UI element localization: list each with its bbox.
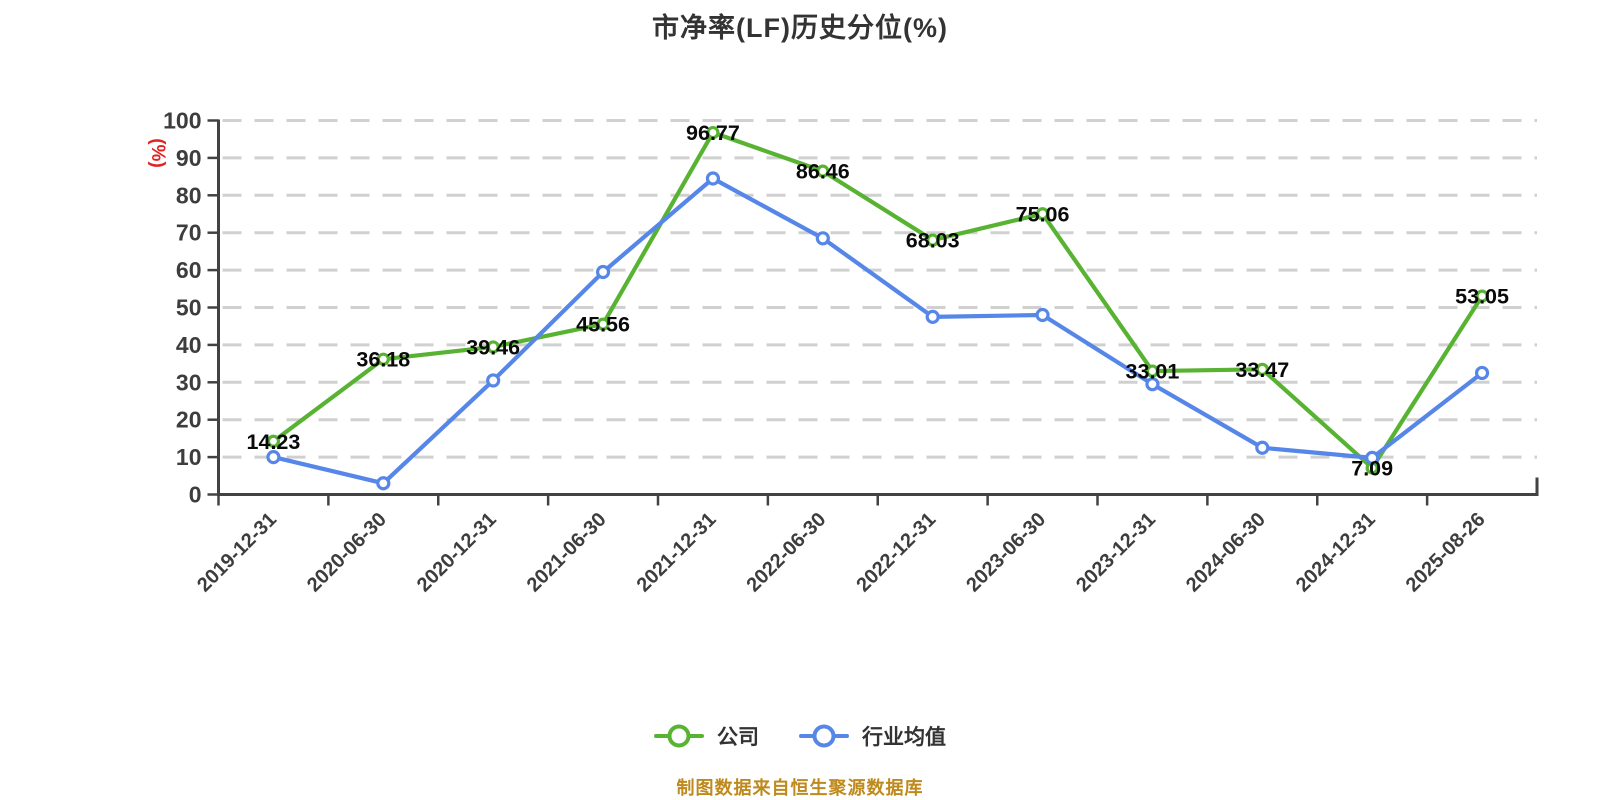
series-line xyxy=(271,176,1485,486)
data-point-marker[interactable] xyxy=(596,317,610,331)
data-point-marker[interactable] xyxy=(1475,289,1489,303)
data-point-marker[interactable] xyxy=(1035,307,1050,323)
y-axis-labels: 0 10 20 30 40 50 60 70 80 90 100 xyxy=(163,108,201,508)
data-point-label: 75.06 xyxy=(1016,202,1070,226)
data-point-label: 39.46 xyxy=(466,335,520,359)
x-axis-tick-label: 2022-12-31 xyxy=(852,508,940,596)
legend-item-company[interactable]: 公司 xyxy=(654,721,759,751)
x-axis-tick-label: 2020-06-30 xyxy=(303,508,391,596)
data-point-marker[interactable] xyxy=(486,340,500,354)
x-axis-tick-label: 2024-06-30 xyxy=(1182,508,1270,596)
industry-series-marker-icon xyxy=(799,724,849,748)
data-point-marker[interactable] xyxy=(486,373,501,388)
data-point-marker[interactable] xyxy=(925,309,940,324)
data-point-label: 7.09 xyxy=(1351,456,1393,480)
axis-ticks xyxy=(207,119,1429,506)
x-axis-labels: 2019-12-31 2020-06-30 2020-12-31 2021-06-30… xyxy=(193,508,1490,596)
data-point-label: 14.23 xyxy=(247,430,301,454)
data-point-label: 96.77 xyxy=(686,121,740,145)
y-axis-tick-label: 60 xyxy=(176,257,202,283)
line-chart-plot: 0 10 20 30 40 50 60 70 80 90 100 2019-12-31 2020-06-… xyxy=(163,108,1539,596)
y-axis-tick-label: 20 xyxy=(176,407,202,433)
data-point-marker[interactable] xyxy=(1255,440,1270,455)
data-point-label: 45.56 xyxy=(576,313,630,337)
series-industry-average xyxy=(266,171,1490,491)
data-point-label: 68.03 xyxy=(906,229,960,253)
x-axis-tick-label: 2023-06-30 xyxy=(962,508,1050,596)
data-point-label: 36.18 xyxy=(356,348,410,372)
y-axis-tick-label: 40 xyxy=(176,332,202,358)
data-source-note: 制图数据来自恒生聚源数据库 xyxy=(676,778,924,798)
data-point-label: 53.05 xyxy=(1455,285,1509,309)
data-point-marker[interactable] xyxy=(1145,364,1160,378)
x-axis-tick-label: 2021-06-30 xyxy=(523,508,611,596)
y-axis-tick-label: 70 xyxy=(176,220,202,246)
data-point-marker[interactable] xyxy=(926,233,940,247)
y-axis-tick-label: 50 xyxy=(176,295,202,321)
gridlines xyxy=(222,119,1537,459)
data-point-label: 33.01 xyxy=(1126,360,1180,384)
y-axis-tick-label: 30 xyxy=(176,369,202,395)
x-axis-tick-label: 2023-12-31 xyxy=(1072,508,1160,596)
data-point-marker[interactable] xyxy=(1474,365,1490,381)
data-point-marker[interactable] xyxy=(815,231,830,246)
x-axis-tick-label: 2021-12-31 xyxy=(633,508,721,596)
y-axis-tick-label: 80 xyxy=(176,182,202,208)
legend-item-industry-average[interactable]: 行业均值 xyxy=(799,721,946,751)
company-series-marker-icon xyxy=(654,724,704,748)
chart-title: 市净率(LF)历史分位(%) xyxy=(652,13,948,43)
data-point-marker[interactable] xyxy=(706,125,720,140)
x-axis-tick-label: 2024-12-31 xyxy=(1292,508,1380,596)
legend-label-industry-average: 行业均值 xyxy=(862,726,946,749)
data-point-marker[interactable] xyxy=(376,352,390,366)
x-axis-tick-label: 2019-12-31 xyxy=(193,508,281,596)
data-point-marker[interactable] xyxy=(376,476,391,491)
data-point-marker[interactable] xyxy=(1365,450,1380,465)
y-axis-tick-label: 0 xyxy=(189,482,202,508)
series-line xyxy=(271,130,1485,471)
data-point-marker[interactable] xyxy=(266,434,281,448)
legend: 公司 行业均值 xyxy=(0,716,1600,756)
x-axis-tick-label: 2022-06-30 xyxy=(742,508,830,596)
series-company xyxy=(266,125,1489,475)
data-point-marker[interactable] xyxy=(1145,377,1160,392)
data-point-label: 86.46 xyxy=(796,160,850,184)
data-point-labels: 14.23 36.18 39.46 45.56 96.77 86.46 68.03 75.06… xyxy=(247,121,1509,480)
y-axis-tick-label: 90 xyxy=(176,145,202,171)
data-point-marker[interactable] xyxy=(595,264,611,280)
x-axis-tick-label: 2020-12-31 xyxy=(413,508,501,596)
data-point-marker[interactable] xyxy=(1035,207,1050,221)
x-axis-tick-label: 2025-08-26 xyxy=(1402,508,1490,596)
data-point-marker[interactable] xyxy=(266,450,281,465)
y-axis-tick-label: 10 xyxy=(176,444,202,470)
data-point-label: 33.47 xyxy=(1235,358,1289,382)
data-point-marker[interactable] xyxy=(705,171,721,186)
data-point-marker[interactable] xyxy=(1255,362,1269,376)
y-axis-tick-label: 100 xyxy=(163,108,201,134)
data-point-marker[interactable] xyxy=(816,164,830,178)
legend-label-company: 公司 xyxy=(717,726,759,749)
